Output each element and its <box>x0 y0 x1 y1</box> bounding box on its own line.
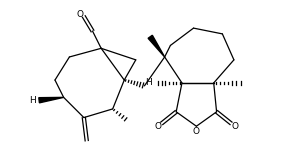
Polygon shape <box>148 35 165 57</box>
Text: O: O <box>193 127 200 136</box>
Polygon shape <box>39 97 64 103</box>
Text: H: H <box>145 78 152 87</box>
Text: H: H <box>29 96 36 105</box>
Text: O: O <box>154 122 162 131</box>
Text: O: O <box>231 122 238 131</box>
Text: O: O <box>77 10 84 19</box>
